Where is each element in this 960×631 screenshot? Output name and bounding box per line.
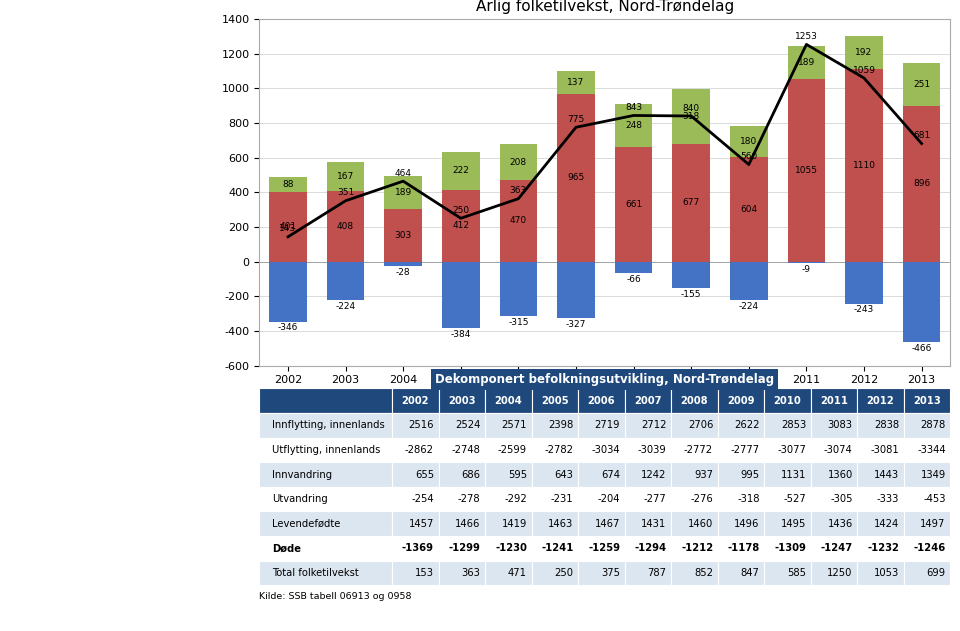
- Text: -243: -243: [853, 305, 875, 314]
- Text: 840: 840: [683, 103, 700, 112]
- Bar: [845, 262, 883, 304]
- Bar: [614, 262, 653, 273]
- Text: -384: -384: [450, 330, 471, 339]
- Text: 470: 470: [510, 216, 527, 225]
- Text: 251: 251: [913, 80, 930, 89]
- Text: 1110: 1110: [852, 161, 876, 170]
- Text: 1059: 1059: [852, 66, 876, 74]
- Text: -224: -224: [336, 302, 355, 311]
- Text: 180: 180: [740, 137, 757, 146]
- Text: 681: 681: [913, 131, 930, 140]
- Bar: [845, 36, 883, 69]
- Text: Dekomponert befolkningsutvikling, Nord-Trøndelag: Dekomponert befolkningsutvikling, Nord-T…: [435, 373, 775, 386]
- Bar: [384, 209, 422, 262]
- Text: Kilde: SSB tabell 06913 og 0958: Kilde: SSB tabell 06913 og 0958: [259, 592, 412, 601]
- Text: 965: 965: [567, 174, 585, 182]
- Text: 189: 189: [798, 58, 815, 67]
- Bar: [442, 262, 480, 328]
- Bar: [614, 147, 653, 262]
- Bar: [500, 180, 538, 262]
- Bar: [903, 262, 941, 343]
- Text: 351: 351: [337, 188, 354, 198]
- Text: 896: 896: [913, 179, 930, 189]
- Text: 250: 250: [452, 206, 469, 215]
- Bar: [442, 190, 480, 262]
- Text: 318: 318: [683, 112, 700, 121]
- Bar: [903, 62, 941, 106]
- Bar: [787, 262, 826, 263]
- Text: 88: 88: [282, 180, 294, 189]
- Text: -155: -155: [681, 290, 702, 299]
- Text: -224: -224: [739, 302, 758, 311]
- Bar: [326, 191, 365, 262]
- Bar: [787, 46, 826, 79]
- Text: -28: -28: [396, 268, 411, 277]
- Text: -346: -346: [277, 323, 299, 333]
- Bar: [500, 262, 538, 316]
- Text: 408: 408: [337, 221, 354, 231]
- Text: 464: 464: [395, 168, 412, 178]
- Bar: [787, 79, 826, 262]
- Bar: [442, 151, 480, 190]
- Text: 363: 363: [510, 186, 527, 195]
- Text: 303: 303: [395, 231, 412, 240]
- Bar: [270, 262, 307, 322]
- Text: 222: 222: [452, 167, 469, 175]
- Bar: [384, 176, 422, 209]
- Bar: [557, 94, 595, 262]
- Text: 677: 677: [683, 198, 700, 208]
- Text: 192: 192: [855, 48, 873, 57]
- Text: 248: 248: [625, 121, 642, 130]
- Text: 1253: 1253: [795, 32, 818, 41]
- Text: 208: 208: [510, 158, 527, 167]
- Bar: [730, 157, 767, 262]
- Text: 189: 189: [395, 188, 412, 198]
- Bar: [326, 262, 365, 300]
- X-axis label: Sør-Trøndelag: Sør-Trøndelag: [567, 391, 642, 401]
- Bar: [270, 192, 307, 262]
- Bar: [384, 262, 422, 266]
- Text: 143: 143: [279, 225, 297, 233]
- Text: 412: 412: [452, 221, 469, 230]
- Text: -66: -66: [626, 274, 641, 284]
- Text: 560: 560: [740, 152, 757, 161]
- Bar: [614, 104, 653, 147]
- Text: 775: 775: [567, 115, 585, 124]
- Text: 604: 604: [740, 204, 757, 214]
- Bar: [557, 262, 595, 318]
- Text: -466: -466: [911, 344, 932, 353]
- Bar: [672, 262, 710, 288]
- Bar: [270, 177, 307, 192]
- Text: 843: 843: [625, 103, 642, 112]
- Text: 661: 661: [625, 200, 642, 209]
- Bar: [672, 89, 710, 144]
- Text: -327: -327: [565, 320, 587, 329]
- Title: Årlig folketilvekst, Nord-Trøndelag: Årlig folketilvekst, Nord-Trøndelag: [475, 0, 734, 14]
- Bar: [730, 262, 767, 300]
- Text: -315: -315: [508, 318, 529, 327]
- Bar: [557, 71, 595, 94]
- Bar: [672, 144, 710, 262]
- Legend: Netto innflytting, innenlands, Netto innvandring, Fødselsoverskudd, Total folket: Netto innflytting, innenlands, Netto inn…: [307, 408, 902, 427]
- Text: 137: 137: [567, 78, 585, 87]
- Bar: [903, 106, 941, 262]
- Text: 1055: 1055: [795, 166, 818, 175]
- Text: -9: -9: [802, 265, 811, 274]
- Text: 167: 167: [337, 172, 354, 181]
- Bar: [326, 162, 365, 191]
- Bar: [845, 69, 883, 262]
- Text: 401: 401: [279, 222, 297, 232]
- Bar: [730, 126, 767, 157]
- Bar: [500, 144, 538, 180]
